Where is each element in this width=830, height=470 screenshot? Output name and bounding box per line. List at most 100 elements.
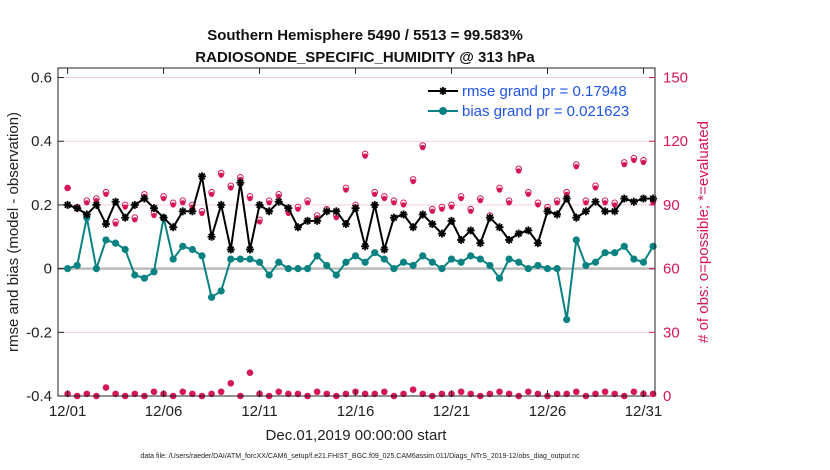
- y-tick-label: 0.6: [31, 70, 52, 87]
- obs-low-possible-point: [400, 390, 407, 398]
- bias-point: [419, 252, 427, 260]
- obs-low-possible-point: [83, 390, 91, 398]
- obs-evaluated-point: [180, 200, 186, 206]
- rmse-point: [178, 207, 187, 216]
- rmse-series: [63, 172, 658, 254]
- bias-point: [572, 236, 580, 244]
- obs-low-possible-point: [246, 369, 254, 376]
- obs-evaluated-point: [304, 200, 311, 206]
- obs-evaluated-point: [343, 187, 349, 193]
- y-axis-label: rmse and bias (model - observation): [5, 112, 22, 352]
- rmse-point: [466, 226, 475, 235]
- bias-point: [428, 258, 436, 266]
- rmse-point: [332, 207, 341, 216]
- obs-evaluated-point: [535, 202, 541, 208]
- bias-point: [102, 236, 110, 244]
- rmse-point: [265, 207, 274, 216]
- chart-title-line-2: RADIOSONDE_SPECIFIC_HUMIDITY @ 313 hPa: [195, 49, 535, 66]
- bias-point: [294, 265, 302, 273]
- rmse-point: [620, 194, 629, 203]
- obs-evaluated-point: [640, 159, 647, 166]
- y2-axis-label: # of obs: o=possible; *=evaluated: [695, 121, 712, 343]
- rmse-point: [274, 197, 283, 206]
- obs-low-evaluated-point: [612, 391, 618, 397]
- obs-low-evaluated-point: [525, 389, 531, 395]
- bias-point: [649, 242, 657, 250]
- rmse-line: [67, 176, 654, 250]
- obs-possible-point: [64, 184, 71, 192]
- rmse-point: [476, 239, 485, 248]
- rmse-point: [418, 210, 427, 219]
- y-tick-label: -0.4: [26, 388, 52, 405]
- obs-low-possible-point: [342, 390, 350, 398]
- rmse-point: [226, 245, 235, 254]
- rmse-point: [207, 232, 216, 241]
- obs-evaluated-point: [208, 191, 215, 197]
- obs-evaluated-point: [103, 191, 109, 197]
- obs-evaluated-point: [247, 195, 253, 202]
- rmse-point: [399, 210, 408, 219]
- obs-evaluated-point: [84, 200, 90, 206]
- bias-point: [150, 268, 158, 276]
- rmse-point: [629, 197, 638, 206]
- rmse-point: [514, 229, 523, 238]
- rmse-point: [101, 220, 110, 229]
- obs-low-possible-point: [150, 388, 158, 396]
- bias-point: [543, 265, 552, 273]
- obs-low-possible-point: [467, 390, 475, 398]
- bias-point: [332, 271, 340, 279]
- obs-evaluated-point: [381, 195, 387, 202]
- obs-low-possible-point: [275, 388, 283, 396]
- bias-series: [63, 214, 657, 324]
- x-tick-label: 12/11: [241, 403, 277, 420]
- obs-evaluated-point: [631, 157, 637, 163]
- obs-low-evaluated-point: [180, 389, 186, 395]
- obs-evaluated-point: [573, 164, 579, 170]
- obs-low-possible-point: [457, 388, 465, 396]
- bias-point: [217, 287, 225, 295]
- obs-low-possible-point: [611, 390, 618, 398]
- x-tick-label: 12/26: [529, 403, 567, 420]
- obs-evaluated-point: [122, 204, 128, 210]
- bias-point: [620, 242, 628, 250]
- obs-low-evaluated-point: [295, 391, 301, 397]
- obs-low-possible-point: [208, 390, 215, 398]
- bias-point: [73, 261, 81, 270]
- bias-point: [639, 258, 648, 266]
- obs-evaluated-point: [410, 178, 416, 185]
- obs-evaluated-point: [391, 200, 397, 206]
- plot-frame: [57, 67, 656, 397]
- obs-low-possible-point: [102, 384, 110, 391]
- obs-evaluated-point: [266, 200, 272, 206]
- bias-point: [63, 265, 72, 273]
- obs-evaluated-point: [420, 145, 426, 151]
- rmse-point: [92, 200, 101, 209]
- obs-low-possible-point: [179, 388, 187, 396]
- bias-point: [255, 258, 264, 266]
- legend-rmse-label: rmse grand pr = 0.17948: [462, 83, 627, 100]
- obs-evaluated-point: [458, 195, 464, 202]
- obs-evaluated-point: [372, 191, 378, 197]
- obs-evaluated-point: [429, 208, 435, 214]
- x-tick-label: 12/16: [337, 403, 375, 420]
- bias-point: [361, 258, 369, 266]
- bias-point: [323, 261, 331, 270]
- obs-evaluated-point: [333, 215, 339, 221]
- rmse-point: [149, 204, 158, 213]
- obs-low-evaluated-point: [535, 391, 541, 397]
- obs-low-possible-point: [217, 388, 225, 396]
- bias-point: [246, 255, 254, 263]
- bias-point: [611, 249, 619, 257]
- obs-evaluated-point: [612, 202, 618, 208]
- x-tick-label: 12/01: [49, 403, 87, 420]
- x-axis-ticks: 12/01 12/06 12/11 12/16 12/21 12/26 12/31: [49, 68, 662, 420]
- rmse-point: [130, 200, 139, 209]
- rmse-point: [505, 235, 514, 244]
- bias-point: [342, 258, 350, 266]
- obs-low-evaluated-point: [506, 391, 512, 397]
- obs-evaluated-point: [160, 195, 167, 202]
- obs-evaluated-point: [554, 200, 560, 206]
- y2-tick-label: 150: [663, 70, 688, 87]
- bias-point: [284, 265, 292, 273]
- y2-tick-label: 60: [663, 261, 680, 278]
